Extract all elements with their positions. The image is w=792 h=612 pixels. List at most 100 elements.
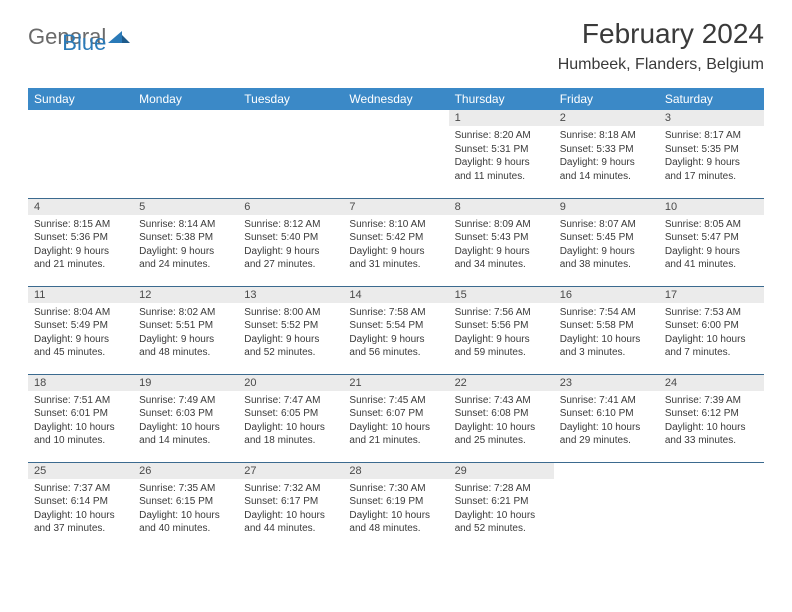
calendar-body: 1Sunrise: 8:20 AMSunset: 5:31 PMDaylight… xyxy=(28,110,764,550)
day-number: 8 xyxy=(449,199,554,215)
day-data: Sunrise: 7:35 AMSunset: 6:15 PMDaylight:… xyxy=(133,479,238,542)
week-row: 25Sunrise: 7:37 AMSunset: 6:14 PMDayligh… xyxy=(28,462,764,550)
day-number: 4 xyxy=(28,199,133,215)
day-data: Sunrise: 8:00 AMSunset: 5:52 PMDaylight:… xyxy=(238,303,343,366)
title-block: February 2024 Humbeek, Flanders, Belgium xyxy=(558,18,764,74)
day-number: 20 xyxy=(238,375,343,391)
day-data: Sunrise: 8:07 AMSunset: 5:45 PMDaylight:… xyxy=(554,215,659,278)
day-cell: 14Sunrise: 7:58 AMSunset: 5:54 PMDayligh… xyxy=(343,286,448,374)
day-number: 2 xyxy=(554,110,659,126)
weekday-header-row: Sunday Monday Tuesday Wednesday Thursday… xyxy=(28,88,764,110)
day-data: Sunrise: 7:39 AMSunset: 6:12 PMDaylight:… xyxy=(659,391,764,454)
day-cell: 1Sunrise: 8:20 AMSunset: 5:31 PMDaylight… xyxy=(449,110,554,198)
week-row: 4Sunrise: 8:15 AMSunset: 5:36 PMDaylight… xyxy=(28,198,764,286)
day-cell xyxy=(659,462,764,550)
day-cell xyxy=(343,110,448,198)
day-cell: 10Sunrise: 8:05 AMSunset: 5:47 PMDayligh… xyxy=(659,198,764,286)
day-number: 26 xyxy=(133,463,238,479)
col-thu: Thursday xyxy=(449,88,554,110)
day-cell: 8Sunrise: 8:09 AMSunset: 5:43 PMDaylight… xyxy=(449,198,554,286)
day-data: Sunrise: 7:56 AMSunset: 5:56 PMDaylight:… xyxy=(449,303,554,366)
day-number: 23 xyxy=(554,375,659,391)
day-number: 27 xyxy=(238,463,343,479)
day-number: 7 xyxy=(343,199,448,215)
day-number: 12 xyxy=(133,287,238,303)
col-fri: Friday xyxy=(554,88,659,110)
day-number: 5 xyxy=(133,199,238,215)
day-cell: 19Sunrise: 7:49 AMSunset: 6:03 PMDayligh… xyxy=(133,374,238,462)
day-cell: 26Sunrise: 7:35 AMSunset: 6:15 PMDayligh… xyxy=(133,462,238,550)
header: General Blue February 2024 Humbeek, Flan… xyxy=(28,18,764,74)
day-data: Sunrise: 7:37 AMSunset: 6:14 PMDaylight:… xyxy=(28,479,133,542)
calendar-table: Sunday Monday Tuesday Wednesday Thursday… xyxy=(28,88,764,550)
day-cell: 16Sunrise: 7:54 AMSunset: 5:58 PMDayligh… xyxy=(554,286,659,374)
day-number: 14 xyxy=(343,287,448,303)
day-cell xyxy=(28,110,133,198)
day-data: Sunrise: 7:45 AMSunset: 6:07 PMDaylight:… xyxy=(343,391,448,454)
day-number: 28 xyxy=(343,463,448,479)
day-data: Sunrise: 8:10 AMSunset: 5:42 PMDaylight:… xyxy=(343,215,448,278)
day-number: 3 xyxy=(659,110,764,126)
day-number: 21 xyxy=(343,375,448,391)
day-data: Sunrise: 7:51 AMSunset: 6:01 PMDaylight:… xyxy=(28,391,133,454)
day-data: Sunrise: 8:17 AMSunset: 5:35 PMDaylight:… xyxy=(659,126,764,189)
day-data: Sunrise: 8:18 AMSunset: 5:33 PMDaylight:… xyxy=(554,126,659,189)
day-number: 1 xyxy=(449,110,554,126)
day-cell: 5Sunrise: 8:14 AMSunset: 5:38 PMDaylight… xyxy=(133,198,238,286)
day-data: Sunrise: 7:41 AMSunset: 6:10 PMDaylight:… xyxy=(554,391,659,454)
col-wed: Wednesday xyxy=(343,88,448,110)
col-sun: Sunday xyxy=(28,88,133,110)
day-data: Sunrise: 7:30 AMSunset: 6:19 PMDaylight:… xyxy=(343,479,448,542)
day-cell: 17Sunrise: 7:53 AMSunset: 6:00 PMDayligh… xyxy=(659,286,764,374)
col-mon: Monday xyxy=(133,88,238,110)
day-cell: 3Sunrise: 8:17 AMSunset: 5:35 PMDaylight… xyxy=(659,110,764,198)
day-cell: 15Sunrise: 7:56 AMSunset: 5:56 PMDayligh… xyxy=(449,286,554,374)
day-cell: 25Sunrise: 7:37 AMSunset: 6:14 PMDayligh… xyxy=(28,462,133,550)
day-cell xyxy=(554,462,659,550)
day-number: 6 xyxy=(238,199,343,215)
day-data: Sunrise: 8:02 AMSunset: 5:51 PMDaylight:… xyxy=(133,303,238,366)
day-cell: 27Sunrise: 7:32 AMSunset: 6:17 PMDayligh… xyxy=(238,462,343,550)
day-data: Sunrise: 8:20 AMSunset: 5:31 PMDaylight:… xyxy=(449,126,554,189)
day-cell: 22Sunrise: 7:43 AMSunset: 6:08 PMDayligh… xyxy=(449,374,554,462)
day-data: Sunrise: 7:47 AMSunset: 6:05 PMDaylight:… xyxy=(238,391,343,454)
brand-part2: Blue xyxy=(62,30,106,56)
day-cell: 29Sunrise: 7:28 AMSunset: 6:21 PMDayligh… xyxy=(449,462,554,550)
day-cell: 6Sunrise: 8:12 AMSunset: 5:40 PMDaylight… xyxy=(238,198,343,286)
day-number: 29 xyxy=(449,463,554,479)
logo-triangle-icon xyxy=(108,29,130,45)
day-data: Sunrise: 7:28 AMSunset: 6:21 PMDaylight:… xyxy=(449,479,554,542)
day-cell: 18Sunrise: 7:51 AMSunset: 6:01 PMDayligh… xyxy=(28,374,133,462)
day-number: 18 xyxy=(28,375,133,391)
day-data: Sunrise: 7:53 AMSunset: 6:00 PMDaylight:… xyxy=(659,303,764,366)
day-number: 19 xyxy=(133,375,238,391)
day-number: 24 xyxy=(659,375,764,391)
day-number: 10 xyxy=(659,199,764,215)
day-cell: 13Sunrise: 8:00 AMSunset: 5:52 PMDayligh… xyxy=(238,286,343,374)
day-cell: 20Sunrise: 7:47 AMSunset: 6:05 PMDayligh… xyxy=(238,374,343,462)
day-cell: 21Sunrise: 7:45 AMSunset: 6:07 PMDayligh… xyxy=(343,374,448,462)
day-cell xyxy=(133,110,238,198)
day-data: Sunrise: 8:12 AMSunset: 5:40 PMDaylight:… xyxy=(238,215,343,278)
week-row: 11Sunrise: 8:04 AMSunset: 5:49 PMDayligh… xyxy=(28,286,764,374)
day-data: Sunrise: 8:14 AMSunset: 5:38 PMDaylight:… xyxy=(133,215,238,278)
day-cell: 23Sunrise: 7:41 AMSunset: 6:10 PMDayligh… xyxy=(554,374,659,462)
day-data: Sunrise: 7:32 AMSunset: 6:17 PMDaylight:… xyxy=(238,479,343,542)
day-cell: 28Sunrise: 7:30 AMSunset: 6:19 PMDayligh… xyxy=(343,462,448,550)
col-tue: Tuesday xyxy=(238,88,343,110)
day-number: 9 xyxy=(554,199,659,215)
day-data: Sunrise: 8:04 AMSunset: 5:49 PMDaylight:… xyxy=(28,303,133,366)
week-row: 1Sunrise: 8:20 AMSunset: 5:31 PMDaylight… xyxy=(28,110,764,198)
brand-logo: General Blue xyxy=(28,18,106,56)
day-number: 15 xyxy=(449,287,554,303)
day-data: Sunrise: 8:09 AMSunset: 5:43 PMDaylight:… xyxy=(449,215,554,278)
day-cell: 24Sunrise: 7:39 AMSunset: 6:12 PMDayligh… xyxy=(659,374,764,462)
month-title: February 2024 xyxy=(558,18,764,50)
day-data: Sunrise: 7:49 AMSunset: 6:03 PMDaylight:… xyxy=(133,391,238,454)
location: Humbeek, Flanders, Belgium xyxy=(558,56,764,74)
day-cell: 11Sunrise: 8:04 AMSunset: 5:49 PMDayligh… xyxy=(28,286,133,374)
day-cell: 12Sunrise: 8:02 AMSunset: 5:51 PMDayligh… xyxy=(133,286,238,374)
day-cell: 9Sunrise: 8:07 AMSunset: 5:45 PMDaylight… xyxy=(554,198,659,286)
day-number: 22 xyxy=(449,375,554,391)
day-data: Sunrise: 7:43 AMSunset: 6:08 PMDaylight:… xyxy=(449,391,554,454)
